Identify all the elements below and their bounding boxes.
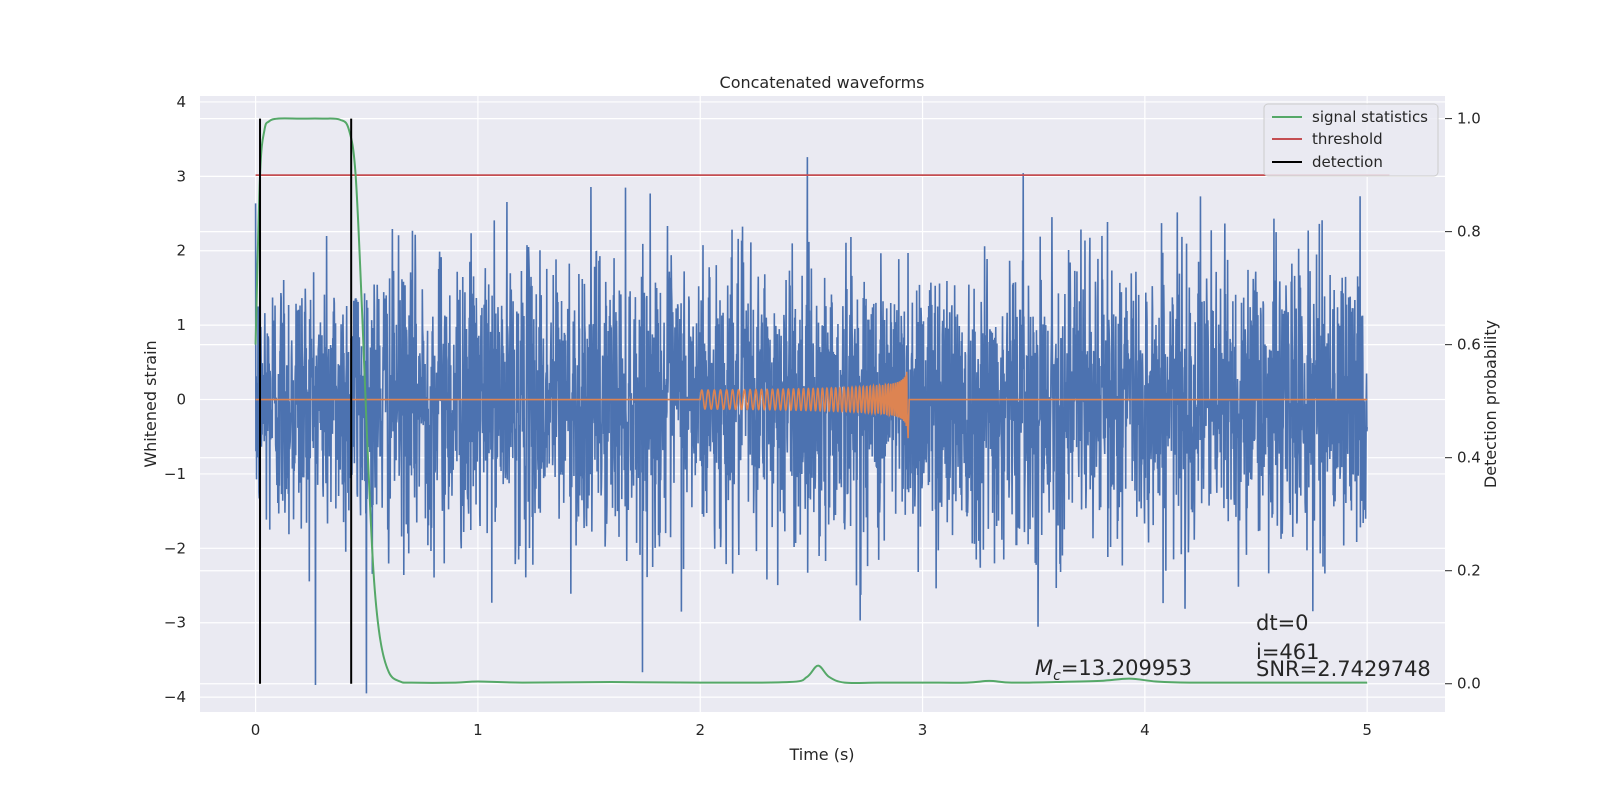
right-y-tick-label: 0.6	[1457, 336, 1481, 354]
x-tick-label: 3	[918, 721, 928, 739]
right-y-tick-label: 1.0	[1457, 110, 1481, 128]
left-y-tick-label: 3	[176, 167, 186, 185]
signal-statistics-series-line	[254, 117, 1368, 685]
detection-lines	[259, 118, 353, 684]
left-y-tick-label: −4	[164, 688, 186, 706]
right-y-tick-label: 0.2	[1457, 562, 1481, 580]
left-y-tick-labels: −4 −3 −2 −1 0 1 2 3 4	[164, 93, 186, 706]
right-y-axis-label: Detection probability	[1481, 320, 1500, 488]
left-y-tick-label: −2	[164, 539, 186, 557]
mc-symbol: M	[1035, 656, 1053, 680]
legend-label-signal-statistics: signal statistics	[1312, 108, 1428, 126]
x-tick-label: 5	[1362, 721, 1372, 739]
x-tick-label: 1	[473, 721, 483, 739]
mc-subscript: c	[1053, 668, 1061, 684]
legend: signal statistics threshold detection	[1263, 103, 1439, 177]
right-y-tick-label: 0.8	[1457, 223, 1481, 241]
annotations: Mc=13.209953 dt=0 i=461 SNR=2.7429748	[1035, 611, 1431, 684]
x-tick-label: 4	[1140, 721, 1150, 739]
dt-annotation: dt=0	[1256, 611, 1309, 635]
left-y-axis-label: Whitened strain	[141, 340, 160, 467]
left-y-tick-label: 2	[176, 242, 186, 260]
legend-label-detection: detection	[1312, 153, 1383, 171]
x-tick-labels: 0 1 2 3 4 5	[251, 721, 1372, 739]
x-tick-label: 0	[251, 721, 261, 739]
left-y-tick-label: 1	[176, 316, 186, 334]
left-y-tick-label: −1	[164, 465, 186, 483]
left-y-tick-label: 4	[176, 93, 186, 111]
i-annotation: i=461	[1256, 640, 1320, 664]
left-y-tick-label: 0	[176, 391, 186, 409]
right-y-tick-labels: 0.0 0.2 0.4 0.6 0.8 1.0	[1457, 110, 1481, 693]
left-y-tick-label: −3	[164, 614, 186, 632]
template-series-line	[255, 371, 1368, 439]
strain-series-line	[254, 157, 1368, 694]
x-tick-label: 2	[695, 721, 705, 739]
legend-label-threshold: threshold	[1312, 130, 1383, 148]
x-axis-label: Time (s)	[788, 745, 854, 764]
right-y-tick-label: 0.0	[1457, 675, 1481, 693]
right-y-tick-label: 0.4	[1457, 449, 1481, 467]
legend-box	[1263, 103, 1439, 177]
mc-annotation: Mc=13.209953	[1035, 656, 1192, 684]
mc-value: =13.209953	[1061, 656, 1192, 680]
snr-annotation: SNR=2.7429748	[1256, 657, 1431, 681]
chart-title: Concatenated waveforms	[720, 73, 925, 92]
